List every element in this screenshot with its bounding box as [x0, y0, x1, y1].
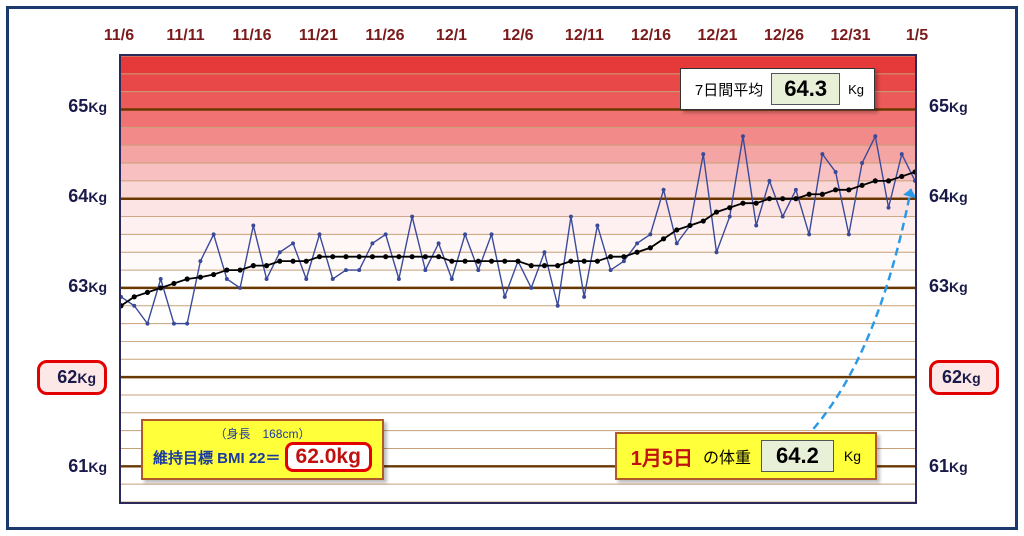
today-value: 64.2	[761, 440, 834, 472]
x-axis-label: 12/6	[502, 27, 533, 45]
x-axis-label: 1/5	[906, 27, 928, 45]
x-axis-label: 11/21	[299, 27, 338, 45]
x-axis-label: 11/16	[232, 27, 271, 45]
y-axis-label: 65Kg	[37, 96, 107, 117]
avg-unit: Kg	[848, 82, 864, 97]
plot-area: 7日間平均 64.3 Kg （身長 168cm） 維持目標 BMI 22＝ 62…	[119, 54, 917, 504]
chart-frame: 7日間平均 64.3 Kg （身長 168cm） 維持目標 BMI 22＝ 62…	[6, 6, 1018, 530]
x-axis-label: 12/16	[631, 27, 671, 45]
bmi-target-label: 維持目標 BMI 22＝	[153, 447, 281, 468]
y-axis-label-highlight: 62Kg	[37, 360, 107, 395]
height-label: （身長 168cm）	[153, 425, 372, 442]
today-suffix: の体重	[703, 444, 751, 468]
y-axis-label-highlight: 62Kg	[929, 360, 999, 395]
x-axis-label: 12/11	[565, 27, 604, 45]
avg-label: 7日間平均	[695, 79, 763, 100]
seven-day-avg-box: 7日間平均 64.3 Kg	[680, 68, 875, 110]
bmi-target-value: 62.0kg	[285, 442, 372, 472]
today-date: 1月5日	[631, 442, 693, 471]
y-axis-label: 63Kg	[37, 276, 107, 297]
x-axis-label: 12/31	[830, 27, 870, 45]
y-axis-label: 64Kg	[37, 186, 107, 207]
x-axis-label: 12/21	[697, 27, 737, 45]
x-axis-label: 11/11	[166, 27, 204, 45]
x-axis-label: 12/26	[764, 27, 804, 45]
today-weight-box: 1月5日の体重 64.2 Kg	[615, 432, 877, 480]
avg-value: 64.3	[771, 73, 840, 105]
today-unit: Kg	[844, 448, 861, 464]
y-axis-label: 61Kg	[929, 456, 999, 477]
y-axis-label: 64Kg	[929, 186, 999, 207]
x-axis-label: 12/1	[436, 27, 467, 45]
y-axis-label: 65Kg	[929, 96, 999, 117]
bmi-target-box: （身長 168cm） 維持目標 BMI 22＝ 62.0kg	[141, 419, 384, 480]
y-axis-label: 63Kg	[929, 276, 999, 297]
x-axis-label: 11/6	[104, 27, 134, 45]
y-axis-label: 61Kg	[37, 456, 107, 477]
x-axis-label: 11/26	[365, 27, 404, 45]
